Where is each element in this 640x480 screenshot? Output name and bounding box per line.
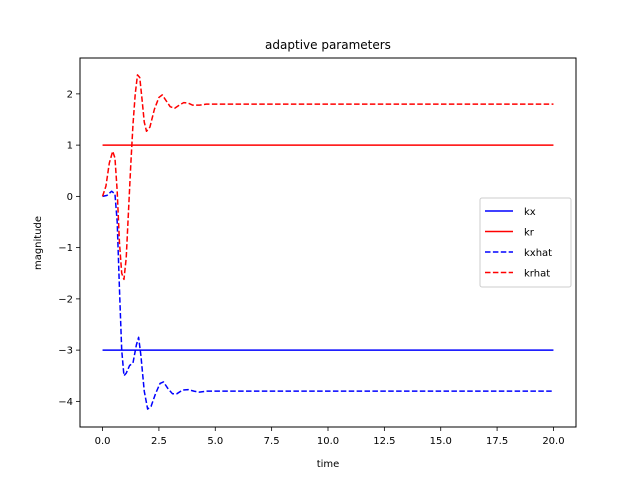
series-layer: [101, 74, 554, 410]
y-tick-label: 1: [67, 141, 73, 152]
x-tick-label: 15.0: [430, 436, 452, 447]
chart-title: adaptive parameters: [265, 38, 391, 52]
legend-box: [479, 197, 572, 288]
y-tick-label: −4: [58, 397, 73, 408]
legend-label-kx: kx: [524, 207, 536, 218]
y-tick-label: −3: [58, 346, 73, 357]
x-tick-label: 17.5: [486, 436, 508, 447]
y-tick-label: −1: [58, 243, 73, 254]
series-line-kxhat: [102, 190, 554, 410]
legend-label-kxhat: kxhat: [524, 248, 552, 259]
x-tick-label: 12.5: [373, 436, 395, 447]
x-tick-label: 0.0: [95, 436, 111, 447]
legend-label-kr: kr: [524, 228, 535, 239]
x-tick-label: 5.0: [207, 436, 223, 447]
x-axis: 0.0 2.5 5.0 7.5 10.0 12.5 15.0 17.5 20.0: [95, 427, 565, 447]
y-tick-label: −2: [58, 294, 73, 305]
legend-label-krhat: krhat: [524, 269, 550, 280]
x-tick-label: 7.5: [264, 436, 280, 447]
x-tick-label: 10.0: [317, 436, 339, 447]
x-tick-label: 2.5: [151, 436, 167, 447]
y-tick-label: 0: [67, 192, 73, 203]
x-tick-label: 20.0: [542, 436, 564, 447]
series-line-krhat: [101, 74, 554, 281]
x-axis-label: time: [317, 459, 340, 470]
y-axis: 2 1 0 −1 −2 −3 −4: [58, 89, 80, 408]
y-tick-label: 2: [67, 89, 73, 100]
legend: kx kr kxhat krhat: [479, 197, 572, 288]
y-axis-label: magnitude: [33, 216, 44, 270]
